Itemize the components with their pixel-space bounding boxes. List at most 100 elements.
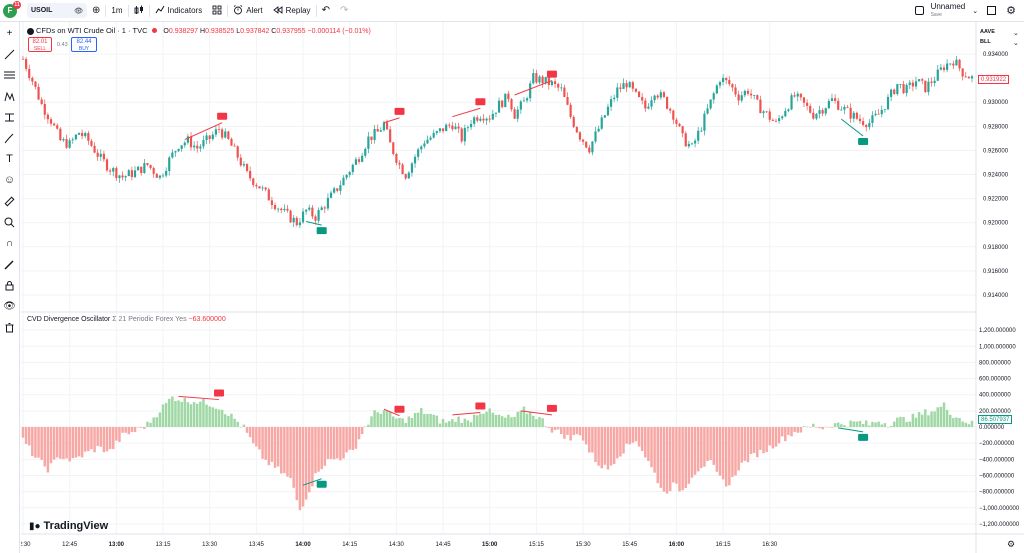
oscillator-bar [286, 427, 289, 477]
crosshair-icon: + [6, 27, 13, 39]
oscillator-bar [102, 427, 106, 453]
price-axis[interactable]: 0.9340000.9320000.9300000.9280000.926000… [983, 52, 1009, 299]
oscillator-bar [578, 427, 582, 436]
candle-body [669, 108, 672, 111]
lock-tool[interactable] [3, 278, 17, 292]
candle-body [59, 128, 62, 141]
indicators-button[interactable]: Indicators [150, 0, 208, 22]
candle-body [613, 97, 616, 100]
oscillator-bar [500, 416, 504, 428]
time-axis[interactable]: 12:30 12:45 13:00 13:15 13:30 13:45 14:00 14:15… [21, 542, 778, 548]
scale-label-2[interactable]: BLL [980, 39, 991, 45]
zoom-tool[interactable] [3, 215, 17, 229]
scale-menu-chevron-icon[interactable]: ⌄ [1013, 30, 1019, 37]
oscillator-bar [584, 427, 588, 445]
settings-button[interactable]: ⚙ [1001, 0, 1024, 22]
buy-button[interactable]: 82.44 BUY [71, 37, 97, 52]
indicator-name[interactable]: CVD Divergence Oscillator [27, 316, 111, 323]
osc-tick-label: 400.000000 [979, 393, 1011, 399]
scale-menu-chevron-icon-2[interactable]: ⌄ [1013, 40, 1019, 47]
candle-body [964, 76, 967, 78]
oscillator-bar [914, 417, 918, 428]
user-avatar[interactable]: F 11 [3, 0, 21, 18]
oscillator-bar [432, 414, 435, 428]
ruler-tool[interactable] [3, 194, 17, 208]
interval-button[interactable]: 1m [106, 0, 127, 22]
magnet-tool[interactable]: ∩ [3, 236, 17, 250]
time-axis-settings[interactable]: ⚙ [1007, 539, 1015, 550]
eye-icon[interactable]: 👁 [74, 7, 83, 15]
undo-button[interactable]: ↶ [317, 0, 335, 22]
candle-body [230, 138, 233, 146]
candle-body [426, 139, 429, 144]
symbol-search[interactable]: USOIL 👁 [27, 3, 87, 18]
oscillator-bar [37, 427, 40, 458]
candle-body [510, 99, 513, 110]
oscillator-bar [289, 427, 292, 479]
price-tick-label: 0.922000 [983, 197, 1009, 203]
candle-body [849, 107, 852, 119]
icon-tool[interactable]: ☺ [3, 173, 17, 187]
candle-body [435, 131, 438, 133]
chart-type-button[interactable] [129, 0, 149, 22]
candle-body [208, 135, 211, 140]
osc-tick-label: 0.000000 [979, 425, 1005, 431]
layout-menu[interactable]: Unnamed Save ⌄ [910, 0, 983, 22]
redo-button[interactable]: ↷ [335, 0, 353, 22]
oscillator-bar [177, 400, 180, 428]
candle-body [619, 87, 622, 89]
lock-drawing-tool[interactable] [3, 257, 17, 271]
candle-body [631, 82, 634, 89]
time-tick-label: 15:15 [529, 542, 545, 548]
crosshair-tool[interactable]: + [3, 26, 17, 40]
sell-button[interactable]: 82.01 SELL [28, 37, 52, 52]
candle-body [261, 187, 264, 189]
hide-tool[interactable]: 👁 [3, 299, 17, 313]
candle-body [868, 122, 871, 128]
projection-tool[interactable] [3, 110, 17, 124]
candle-body [855, 112, 858, 119]
oscillator-bar [877, 421, 880, 428]
oscillator-bar [774, 427, 778, 447]
brush-tool[interactable] [3, 131, 17, 145]
oscillator-bar [653, 427, 656, 473]
candle-body [333, 188, 336, 193]
candle-body [902, 84, 905, 94]
oscillator-bar [609, 427, 613, 466]
add-symbol-button[interactable]: ⊕ [87, 0, 105, 22]
remove-tool[interactable] [3, 320, 17, 334]
scale-label-1[interactable]: AAVE [980, 29, 995, 35]
fullscreen-button[interactable] [982, 0, 1001, 22]
divergence-line [306, 220, 322, 226]
divider [315, 4, 317, 17]
candle-body [473, 117, 476, 124]
oscillator-bar [158, 412, 162, 428]
replay-button[interactable]: Replay [268, 0, 316, 22]
alert-button[interactable]: Alert [228, 0, 267, 22]
oscillator-bar [314, 427, 317, 474]
candle-body [834, 98, 837, 101]
oscillator-bar [146, 421, 149, 428]
candle-body [653, 95, 656, 101]
layouts-button[interactable] [207, 0, 227, 22]
candle-body [407, 172, 410, 179]
oscillator-bar [208, 406, 211, 428]
pattern-tool[interactable] [3, 89, 17, 103]
indicators-icon [155, 5, 165, 17]
legend-title[interactable]: CFDs on WTI Crude Oil · 1 · TVC [35, 26, 148, 35]
oscillator-axis[interactable]: 1,200.000000 1,000.000000 800.000000 600.00… [979, 328, 1020, 528]
oscillator-bar [896, 417, 899, 428]
indicator-legend: CVD Divergence Oscillator Σ 21 Periodic … [27, 316, 226, 323]
fib-tool[interactable] [3, 68, 17, 82]
candle-body [890, 89, 893, 97]
chart-canvas[interactable]: 0.9340000.9320000.9300000.9280000.926000… [21, 22, 1024, 553]
candle-body [476, 117, 479, 121]
top-toolbar: F 11 USOIL 👁 ⊕ 1m Indicators Alert [0, 0, 1024, 22]
trendline-tool[interactable] [3, 47, 17, 61]
bearish-divergence-label [214, 389, 225, 397]
oscillator-bar [469, 422, 473, 428]
oscillator-bar [818, 427, 821, 429]
text-tool[interactable]: T [3, 152, 17, 166]
oscillator-bar [684, 427, 687, 488]
candle-body [445, 124, 448, 132]
